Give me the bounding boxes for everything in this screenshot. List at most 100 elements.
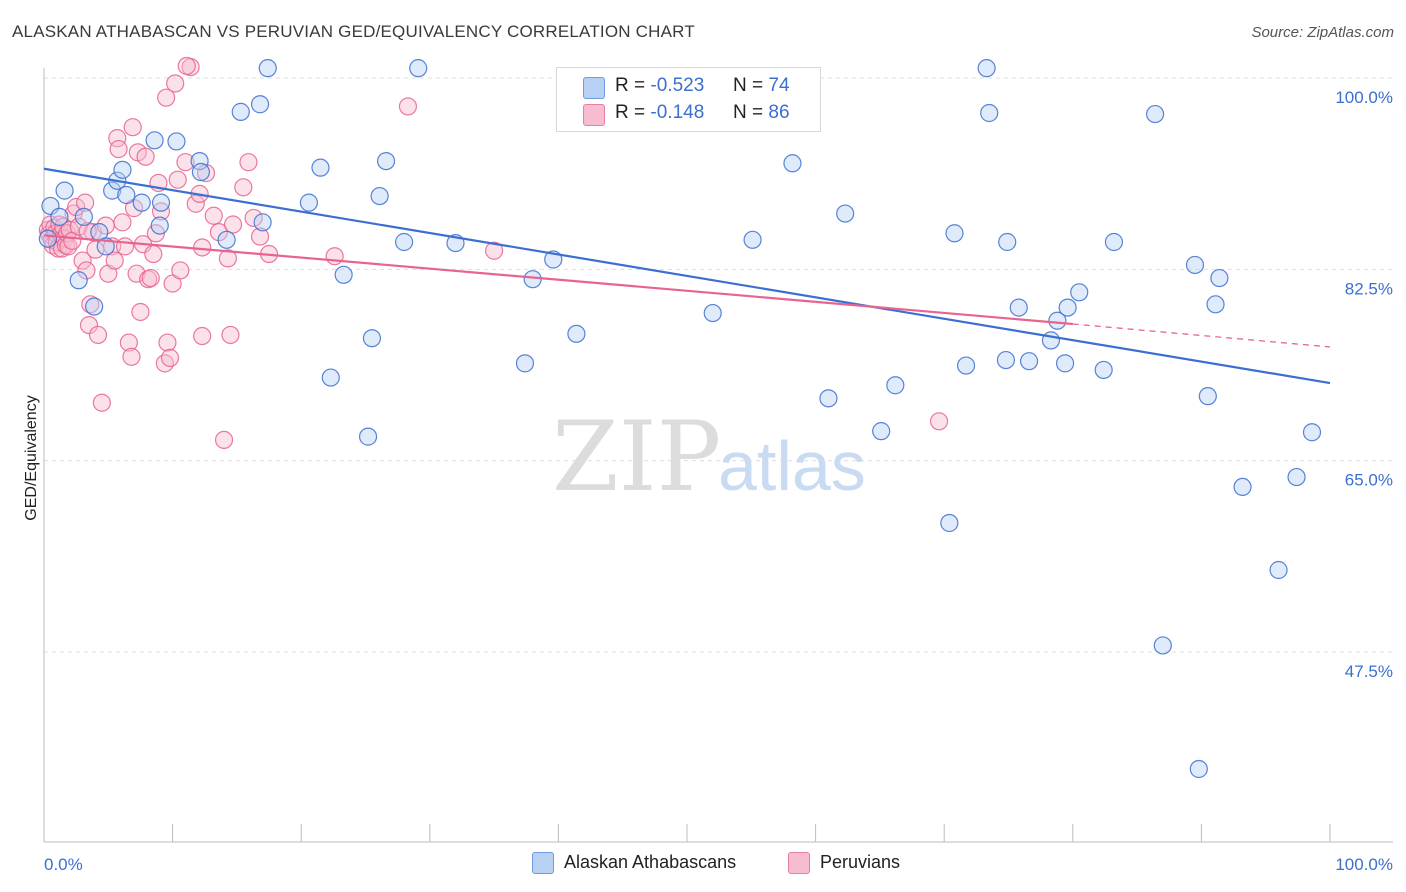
data-point bbox=[998, 232, 1017, 252]
y-tick-label: 47.5% bbox=[1345, 662, 1393, 681]
data-point bbox=[1055, 354, 1075, 373]
data-point bbox=[1189, 759, 1208, 779]
data-point bbox=[325, 247, 344, 266]
data-point bbox=[1287, 467, 1306, 487]
data-point bbox=[50, 207, 69, 226]
data-point bbox=[119, 333, 138, 352]
data-point bbox=[1104, 232, 1124, 252]
data-point bbox=[1233, 477, 1252, 497]
data-point bbox=[127, 264, 146, 283]
data-point bbox=[258, 59, 277, 78]
data-point bbox=[783, 154, 802, 173]
data-point bbox=[996, 350, 1016, 370]
data-point bbox=[231, 102, 250, 121]
legend-n-label: N = bbox=[733, 102, 764, 123]
data-point bbox=[1019, 352, 1039, 371]
data-point bbox=[79, 315, 99, 335]
data-point bbox=[311, 158, 330, 177]
data-point bbox=[151, 193, 171, 212]
data-point bbox=[743, 230, 762, 249]
legend-r-label: R = bbox=[615, 75, 646, 96]
data-point bbox=[223, 215, 243, 234]
watermark-atlas: atlas bbox=[718, 427, 866, 505]
data-point bbox=[1009, 298, 1028, 317]
data-point bbox=[299, 193, 319, 212]
data-point bbox=[131, 302, 150, 322]
trend-lines bbox=[43, 167, 1331, 385]
data-point bbox=[929, 412, 949, 431]
data-point bbox=[1070, 283, 1089, 302]
data-point bbox=[88, 325, 108, 345]
data-point bbox=[122, 347, 141, 366]
y-tick-label: 65.0% bbox=[1345, 471, 1393, 490]
bottom-legend-swatch-blue bbox=[532, 852, 554, 874]
data-point bbox=[177, 56, 196, 76]
data-point bbox=[176, 153, 195, 172]
legend-n-value: 74 bbox=[768, 75, 790, 96]
y-tick-labels: 100.0% 82.5% 65.0% 47.5% bbox=[1335, 88, 1393, 681]
data-point bbox=[977, 59, 996, 78]
data-point bbox=[980, 103, 999, 123]
data-point bbox=[1094, 360, 1113, 380]
data-point bbox=[69, 271, 88, 290]
data-point bbox=[115, 237, 135, 256]
data-point bbox=[886, 376, 905, 395]
data-point bbox=[956, 356, 976, 375]
data-point bbox=[1185, 255, 1205, 275]
y-tick-label: 82.5% bbox=[1345, 279, 1393, 298]
data-point bbox=[409, 59, 428, 78]
data-point bbox=[77, 261, 96, 280]
trend-line-peruvians bbox=[43, 234, 1073, 326]
data-point bbox=[221, 325, 240, 345]
data-point bbox=[123, 118, 142, 137]
stats-legend: R = -0.523 N = 74 R = -0.148 N = 86 bbox=[556, 67, 821, 132]
data-point bbox=[55, 181, 74, 200]
data-point bbox=[204, 206, 223, 225]
data-point bbox=[74, 207, 93, 226]
data-point bbox=[376, 151, 396, 171]
data-point bbox=[132, 193, 151, 212]
data-point bbox=[234, 178, 253, 197]
data-point bbox=[209, 223, 228, 242]
data-point bbox=[1302, 423, 1322, 442]
data-point bbox=[334, 265, 353, 284]
data-point bbox=[117, 185, 136, 205]
data-point bbox=[171, 261, 190, 280]
data-point bbox=[940, 513, 959, 533]
series-alaskan-athabascans bbox=[38, 59, 1322, 779]
data-point bbox=[167, 132, 186, 151]
data-point bbox=[145, 131, 164, 150]
data-point bbox=[523, 270, 542, 289]
data-point bbox=[160, 348, 180, 367]
y-axis-title: GED/Equivalency bbox=[23, 395, 40, 520]
trend-line-peruvians-extension bbox=[1072, 323, 1331, 348]
data-point bbox=[358, 427, 378, 446]
data-point bbox=[250, 95, 270, 114]
legend-n-value: 86 bbox=[768, 102, 790, 123]
data-point bbox=[1198, 387, 1217, 406]
x-tick-label-min: 0.0% bbox=[44, 855, 83, 874]
data-point bbox=[38, 229, 57, 248]
data-point bbox=[155, 354, 174, 373]
data-point bbox=[370, 186, 389, 206]
data-point bbox=[141, 268, 160, 288]
legend-n-label: N = bbox=[733, 75, 764, 96]
watermark-zip: ZIP bbox=[552, 401, 721, 513]
data-point bbox=[214, 430, 234, 449]
data-point bbox=[1058, 298, 1077, 317]
data-point bbox=[239, 153, 258, 172]
data-point bbox=[217, 230, 236, 249]
legend-r-value: -0.148 bbox=[650, 102, 705, 123]
legend-swatch-blue bbox=[583, 77, 605, 99]
data-point bbox=[244, 208, 263, 228]
data-point bbox=[945, 224, 964, 243]
chart-title: ALASKAN ATHABASCAN VS PERUVIAN GED/EQUIV… bbox=[12, 22, 695, 41]
x-tick-label-max: 100.0% bbox=[1335, 855, 1393, 874]
data-point bbox=[515, 354, 535, 373]
data-point bbox=[109, 139, 128, 159]
data-point bbox=[191, 162, 210, 182]
data-point bbox=[136, 147, 155, 166]
data-point bbox=[321, 368, 340, 387]
data-point bbox=[1210, 268, 1229, 288]
data-point bbox=[67, 197, 86, 217]
